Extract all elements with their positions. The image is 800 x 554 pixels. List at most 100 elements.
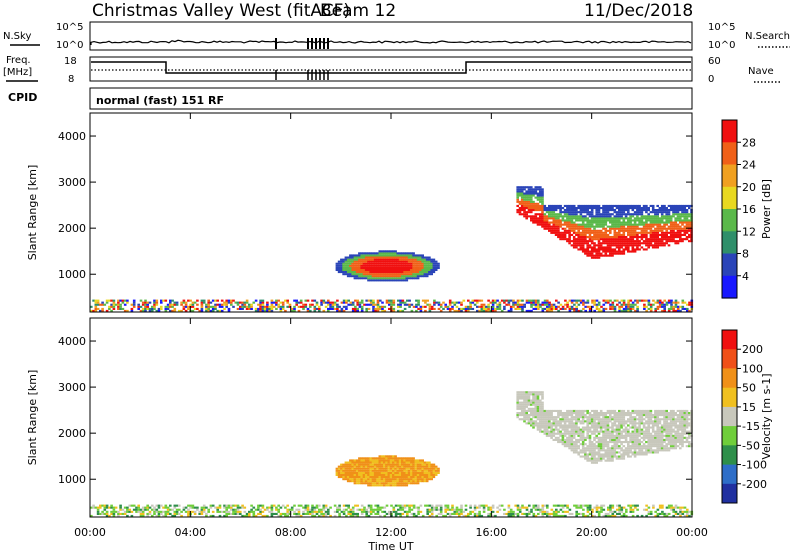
heatmap-cell bbox=[396, 459, 400, 462]
heatmap-cell bbox=[647, 510, 651, 513]
heatmap-cell bbox=[537, 504, 540, 507]
heatmap-cell bbox=[604, 301, 608, 304]
heatmap-cell bbox=[342, 264, 345, 267]
heatmap-cell bbox=[536, 405, 540, 408]
heatmap-cell bbox=[342, 301, 346, 304]
heatmap-cell bbox=[575, 209, 578, 212]
heatmap-cell bbox=[516, 188, 519, 191]
heatmap-cell bbox=[398, 484, 402, 487]
heatmap-cell bbox=[446, 307, 450, 310]
heatmap-cell bbox=[656, 246, 659, 249]
heatmap-cell bbox=[658, 244, 662, 247]
heatmap-cell bbox=[410, 459, 413, 462]
heatmap-cell bbox=[392, 469, 395, 472]
heatmap-cell bbox=[342, 473, 345, 476]
heatmap-cell bbox=[318, 508, 321, 511]
heatmap-cell bbox=[286, 299, 289, 302]
heatmap-cell bbox=[663, 238, 666, 241]
heatmap-cell bbox=[606, 229, 610, 232]
heatmap-cell bbox=[376, 506, 380, 509]
heatmap-cell bbox=[514, 301, 517, 304]
heatmap-cell bbox=[625, 303, 628, 306]
heatmap-cell bbox=[214, 307, 217, 310]
heatmap-cell bbox=[373, 262, 377, 265]
heatmap-cell bbox=[616, 299, 619, 302]
heatmap-cell bbox=[407, 467, 411, 470]
heatmap-cell bbox=[593, 238, 596, 241]
heatmap-cell bbox=[581, 219, 585, 222]
heatmap-cell bbox=[318, 305, 321, 308]
heatmap-cell bbox=[342, 469, 345, 472]
heatmap-cell bbox=[410, 465, 413, 468]
heatmap-cell bbox=[688, 223, 691, 226]
heatmap-cell bbox=[633, 211, 637, 214]
heatmap-cell bbox=[667, 504, 671, 507]
heatmap-cell bbox=[613, 510, 617, 513]
heatmap-cell bbox=[356, 514, 359, 517]
heatmap-cell bbox=[160, 512, 163, 515]
heatmap-cell bbox=[568, 221, 571, 224]
heatmap-cell bbox=[654, 215, 657, 218]
heatmap-cell bbox=[327, 299, 330, 302]
heatmap-cell bbox=[351, 264, 354, 267]
heatmap-cell bbox=[525, 299, 529, 302]
heatmap-cell bbox=[661, 506, 664, 509]
heatmap-cell bbox=[676, 204, 680, 207]
heatmap-cell bbox=[211, 504, 215, 507]
heatmap-cell bbox=[437, 467, 440, 470]
heatmap-cell bbox=[654, 231, 657, 234]
heatmap-cell bbox=[155, 303, 159, 306]
heatmap-cell bbox=[577, 204, 580, 207]
heatmap-cell bbox=[315, 512, 319, 515]
heatmap-cell bbox=[108, 514, 111, 517]
heatmap-cell bbox=[590, 256, 594, 259]
heatmap-cell bbox=[611, 451, 614, 454]
heatmap-cell bbox=[189, 299, 192, 302]
heatmap-cell bbox=[593, 217, 596, 220]
heatmap-cell bbox=[676, 512, 680, 515]
heatmap-cell bbox=[602, 416, 605, 419]
heatmap-cell bbox=[554, 428, 558, 431]
heatmap-cell bbox=[279, 305, 283, 308]
heatmap-cell bbox=[590, 409, 594, 412]
heatmap-cell bbox=[550, 305, 554, 308]
heatmap-cell bbox=[595, 207, 598, 210]
heatmap-cell bbox=[588, 231, 592, 234]
heatmap-cell bbox=[344, 258, 348, 261]
heatmap-cell bbox=[369, 301, 373, 304]
heatmap-cell bbox=[563, 223, 567, 226]
heatmap-cell bbox=[555, 514, 558, 517]
nave-bottom-tick: 0 bbox=[708, 74, 714, 85]
heatmap-cell bbox=[236, 512, 240, 515]
heatmap-cell bbox=[527, 395, 531, 398]
heatmap-cell bbox=[405, 478, 409, 481]
heatmap-cell bbox=[304, 512, 308, 515]
heatmap-cell bbox=[579, 248, 583, 251]
heatmap-cell bbox=[410, 457, 413, 460]
heatmap-cell bbox=[331, 307, 335, 310]
heatmap-cell bbox=[360, 508, 364, 511]
heatmap-cell bbox=[331, 303, 335, 306]
heatmap-cell bbox=[579, 240, 583, 243]
heatmap-cell bbox=[430, 307, 434, 310]
heatmap-cell bbox=[362, 254, 366, 257]
heatmap-cell bbox=[581, 412, 585, 415]
heatmap-cell bbox=[570, 449, 574, 452]
heatmap-cell bbox=[398, 457, 402, 460]
heatmap-cell bbox=[618, 207, 621, 210]
heatmap-cell bbox=[385, 484, 388, 487]
heatmap-cell bbox=[525, 412, 528, 415]
heatmap-cell bbox=[277, 510, 280, 513]
heatmap-cell bbox=[202, 299, 206, 302]
heatmap-cell bbox=[469, 510, 472, 513]
heatmap-cell bbox=[631, 307, 635, 310]
heatmap-cell bbox=[611, 217, 614, 220]
heatmap-cell bbox=[520, 190, 524, 193]
heatmap-cell bbox=[561, 227, 565, 230]
heatmap-cell bbox=[520, 409, 524, 412]
heatmap-cell bbox=[566, 207, 569, 210]
heatmap-cell bbox=[455, 305, 459, 308]
heatmap-cell bbox=[681, 209, 684, 212]
colorbar-tick-label: 24 bbox=[742, 159, 756, 172]
heatmap-cell bbox=[658, 512, 662, 515]
